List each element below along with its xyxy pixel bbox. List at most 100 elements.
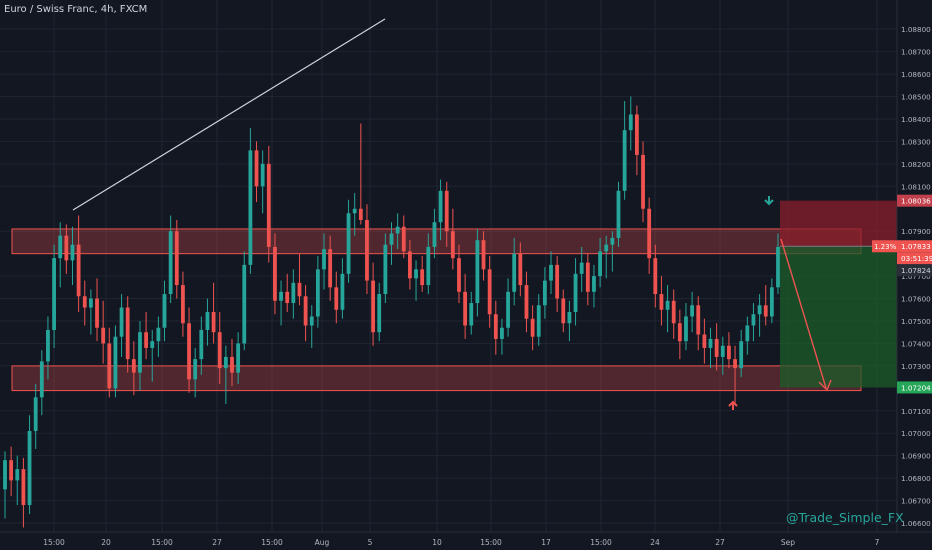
candle[interactable] <box>144 312 149 360</box>
candle[interactable] <box>401 215 406 259</box>
candle[interactable] <box>561 289 566 333</box>
candle[interactable] <box>15 455 20 506</box>
candle[interactable] <box>616 181 621 247</box>
candle[interactable] <box>33 383 38 449</box>
candle[interactable] <box>64 224 69 274</box>
candle[interactable] <box>432 208 437 259</box>
candle[interactable] <box>107 327 112 398</box>
candle[interactable] <box>309 305 314 348</box>
candle[interactable] <box>665 285 670 333</box>
candle[interactable] <box>371 262 375 346</box>
candle[interactable] <box>58 222 63 288</box>
candle[interactable] <box>714 323 719 371</box>
candle[interactable] <box>174 219 179 299</box>
candle[interactable] <box>776 233 780 295</box>
forecast-arrow[interactable] <box>780 238 827 389</box>
candle[interactable] <box>733 345 737 405</box>
candle[interactable] <box>604 235 609 279</box>
candle[interactable] <box>131 341 136 396</box>
candle[interactable] <box>285 273 290 313</box>
candle[interactable] <box>579 246 584 292</box>
candle[interactable] <box>3 451 7 519</box>
candle[interactable] <box>426 233 431 295</box>
candle[interactable] <box>346 199 351 283</box>
candle[interactable] <box>622 101 627 200</box>
candle[interactable] <box>70 226 75 286</box>
candle[interactable] <box>628 96 633 151</box>
candle[interactable] <box>549 251 553 295</box>
candle[interactable] <box>659 276 664 326</box>
candle[interactable] <box>463 273 468 339</box>
candle[interactable] <box>358 123 363 225</box>
candle[interactable] <box>751 303 756 342</box>
candle[interactable] <box>205 298 210 346</box>
candle[interactable] <box>377 282 382 342</box>
candle[interactable] <box>408 240 412 290</box>
candle[interactable] <box>199 316 204 375</box>
candle[interactable] <box>555 255 560 313</box>
candle[interactable] <box>420 255 425 292</box>
candle[interactable] <box>236 332 241 384</box>
candle[interactable] <box>475 228 480 317</box>
candle[interactable] <box>113 325 118 398</box>
candle[interactable] <box>739 329 744 378</box>
candle[interactable] <box>322 233 326 290</box>
candle[interactable] <box>88 289 93 335</box>
candle[interactable] <box>696 296 701 351</box>
candle[interactable] <box>46 316 50 380</box>
candle[interactable] <box>530 305 535 351</box>
candle[interactable] <box>138 320 142 391</box>
time-axis[interactable]: 15:00 20 15:00 27 15:00 Aug 5 10 15:00 17 15:00 24 2… <box>0 531 932 550</box>
candle[interactable] <box>720 336 725 375</box>
candle[interactable] <box>542 267 547 319</box>
candle[interactable] <box>769 278 774 324</box>
candle[interactable] <box>598 237 602 288</box>
candle[interactable] <box>52 244 56 348</box>
candle[interactable] <box>647 197 652 274</box>
candle[interactable] <box>352 193 357 236</box>
candle[interactable] <box>677 309 682 360</box>
candle[interactable] <box>273 233 277 315</box>
candle[interactable] <box>536 294 541 346</box>
take-profit-area[interactable] <box>780 246 897 388</box>
candle[interactable] <box>500 318 504 355</box>
candle[interactable] <box>690 291 695 333</box>
candle[interactable] <box>9 446 14 497</box>
candle[interactable] <box>592 264 596 308</box>
candle[interactable] <box>524 271 529 333</box>
candle[interactable] <box>653 244 658 308</box>
candle[interactable] <box>727 332 731 369</box>
candle[interactable] <box>395 213 400 250</box>
candle[interactable] <box>101 300 106 364</box>
candle[interactable] <box>119 294 124 357</box>
candle[interactable] <box>76 215 81 313</box>
candle[interactable] <box>21 457 26 528</box>
candle[interactable] <box>334 271 339 324</box>
candle[interactable] <box>469 291 474 335</box>
support-zone[interactable] <box>11 365 862 392</box>
candle[interactable] <box>328 235 333 301</box>
candle[interactable] <box>211 282 216 344</box>
candle[interactable] <box>383 233 388 304</box>
candle[interactable] <box>181 271 185 337</box>
candle[interactable] <box>297 253 302 306</box>
candle[interactable] <box>414 260 418 301</box>
candle[interactable] <box>125 296 130 373</box>
candle[interactable] <box>610 231 615 272</box>
candle[interactable] <box>450 208 455 270</box>
candle[interactable] <box>223 345 228 405</box>
trend-line[interactable] <box>72 18 386 211</box>
candle[interactable] <box>567 300 572 342</box>
price-axis[interactable]: 1.08800 1.08700 1.08600 1.08500 1.08400 1.083… <box>872 0 932 550</box>
candle[interactable] <box>315 255 320 328</box>
stop-loss-area[interactable] <box>780 200 897 247</box>
candle[interactable] <box>150 329 155 382</box>
candle[interactable] <box>493 300 498 355</box>
candle[interactable] <box>518 242 523 297</box>
candle[interactable] <box>27 415 32 515</box>
candle[interactable] <box>260 150 265 214</box>
candle[interactable] <box>242 251 247 351</box>
candle[interactable] <box>641 141 645 223</box>
candle[interactable] <box>82 280 87 326</box>
